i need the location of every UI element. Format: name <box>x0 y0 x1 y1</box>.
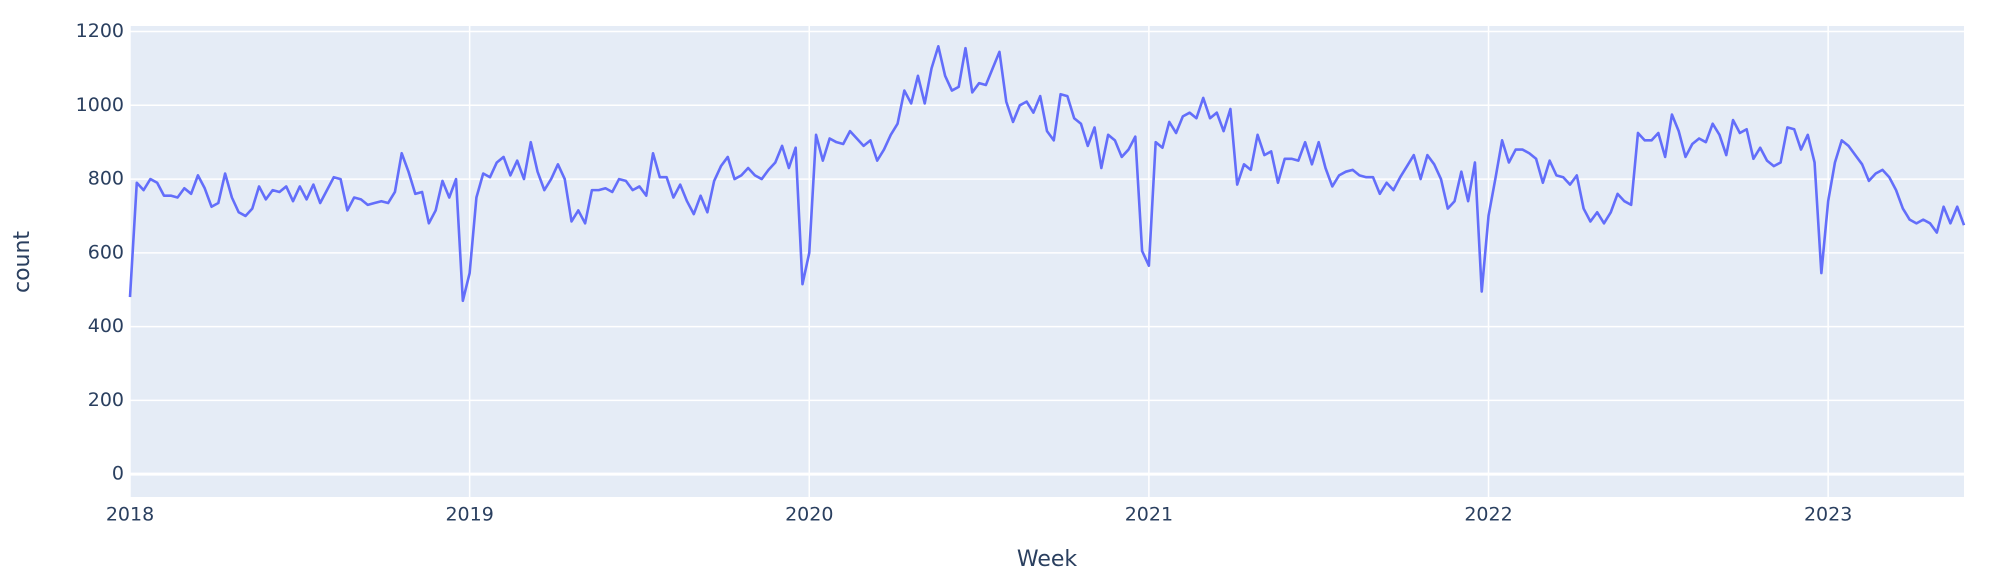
y-tick-label: 200 <box>88 389 124 411</box>
plot-area <box>130 26 1964 497</box>
x-tick-label: 2021 <box>1125 504 1173 526</box>
y-tick-label: 1000 <box>76 94 124 116</box>
y-tick-label: 800 <box>88 168 124 190</box>
y-tick-label: 600 <box>88 241 124 263</box>
x-tick-label: 2020 <box>785 504 833 526</box>
y-tick-label: 1200 <box>76 20 124 42</box>
x-tick-label: 2019 <box>445 504 493 526</box>
data-line <box>128 44 1966 303</box>
x-tick-label: 2018 <box>106 504 154 526</box>
x-axis-title: Week <box>1017 547 1078 572</box>
y-axis-title: count <box>10 231 35 293</box>
y-tick-label: 400 <box>88 315 124 337</box>
y-tick-label: 0 <box>112 463 124 485</box>
x-tick-label: 2023 <box>1804 504 1852 526</box>
x-tick-label: 2022 <box>1464 504 1512 526</box>
